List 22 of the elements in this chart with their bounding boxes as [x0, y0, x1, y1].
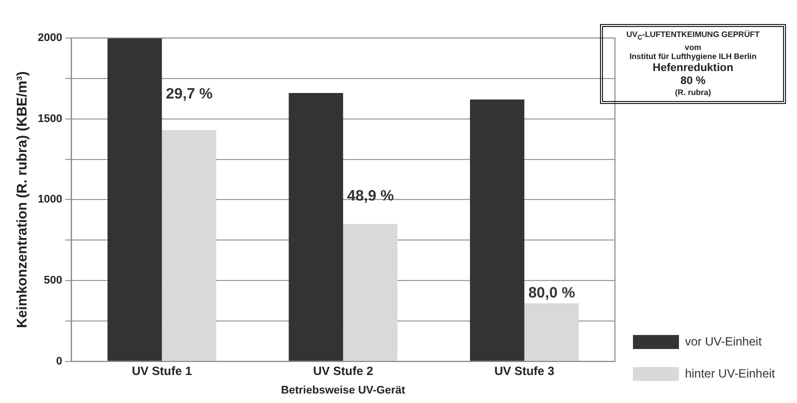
annotation: 80,0 % [528, 284, 576, 302]
y-tick-label: 1000 [38, 194, 62, 206]
y-tick-label: 2000 [38, 32, 62, 44]
x-tick-label: UV Stufe 1 [132, 364, 192, 378]
bar [162, 130, 216, 361]
y-tick-label: 0 [56, 355, 62, 368]
bar [470, 99, 524, 361]
x-tick-label: UV Stufe 2 [313, 364, 374, 378]
annotation: 29,7 % [166, 86, 213, 103]
annotation: 48,9 % [347, 188, 394, 205]
y-tick-label: 1500 [38, 112, 62, 125]
bar [524, 303, 579, 361]
y-axis-title: Keimkonzentration (R. rubra) (KBE/m³) [13, 71, 30, 328]
legend-label: vor UV-Einheit [684, 334, 762, 348]
bar [108, 38, 162, 361]
x-tick-label: UV Stufe 3 [494, 364, 555, 378]
bar [288, 92, 344, 361]
x-axis-title: Betriebsweise UV-Gerät [281, 384, 406, 396]
bar [343, 224, 398, 361]
framed-note: UV$_{C}$-LUFTENTKEIMUNG GEPRÜFT vom Institut für Lufthygiene ILH Berlin Hefenreduktion 80 % (R. rubra) [600, 24, 786, 104]
y-tick-label: 500 [44, 274, 62, 287]
legend-label: hinter UV-Einheit [684, 366, 776, 380]
